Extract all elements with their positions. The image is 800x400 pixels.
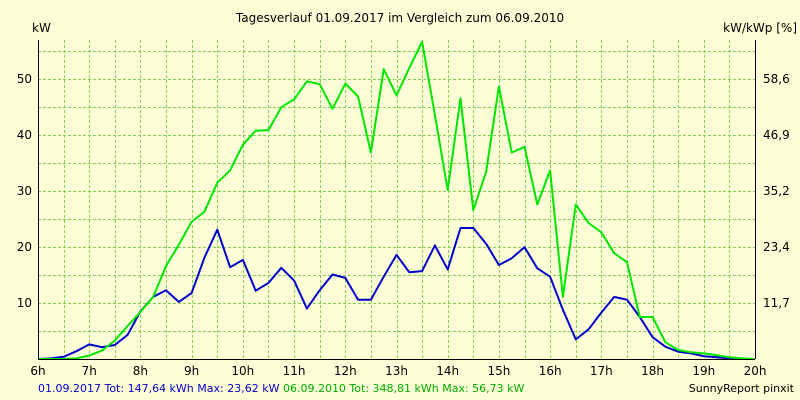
x-tick-label: 7h: [82, 364, 97, 378]
x-tick-label: 19h: [692, 364, 715, 378]
y2-tick-label: 58,6: [763, 72, 790, 86]
summary-2010: 06.09.2010 Tot: 348,81 kWh Max: 56,73 kW: [282, 382, 525, 395]
x-tick-label: 17h: [590, 364, 613, 378]
gridlines: [38, 40, 756, 359]
x-tick-label: 15h: [487, 364, 510, 378]
series-lines: [37, 40, 756, 360]
credit-label: SunnyReport pinxit: [688, 382, 794, 395]
y2-axis-ticks: 11,7 23,4 35,2 46,9 58,6: [763, 72, 790, 310]
y2-tick-label: 46,9: [763, 128, 790, 142]
x-tick-label: 12h: [334, 364, 357, 378]
series-line-2017: [37, 227, 755, 360]
y-tick-label: 10: [17, 296, 32, 310]
y-tick-label: 20: [17, 240, 32, 254]
y-axis-ticks: 10 20 30 40 50: [17, 72, 32, 310]
x-tick-label: 10h: [231, 364, 254, 378]
series-line-2010: [38, 40, 756, 360]
x-tick-label: 13h: [385, 364, 408, 378]
x-tick-label: 16h: [539, 364, 562, 378]
x-tick-label: 18h: [641, 364, 664, 378]
y2-tick-label: 11,7: [763, 296, 790, 310]
y2-tick-label: 23,4: [763, 240, 790, 254]
x-axis-ticks: 6h 7h 8h 9h 10h 11h 12h 13h 14h 15h 16h 17h 18h 19h 20…: [30, 364, 766, 378]
x-tick-label: 8h: [133, 364, 148, 378]
x-tick-label: 11h: [283, 364, 306, 378]
y2-tick-label: 35,2: [763, 184, 790, 198]
x-tick-label: 6h: [30, 364, 45, 378]
x-tick-label: 9h: [184, 364, 199, 378]
footer-summary: 01.09.2017 Tot: 147,64 kWh Max: 23,62 kW…: [38, 382, 524, 395]
chart-title: Tagesverlauf 01.09.2017 im Vergleich zum…: [235, 11, 564, 25]
x-tick-label: 20h: [744, 364, 767, 378]
y-tick-label: 30: [17, 184, 32, 198]
y-tick-label: 50: [17, 72, 32, 86]
y-tick-label: 40: [17, 128, 32, 142]
summary-2017: 01.09.2017 Tot: 147,64 kWh Max: 23,62 kW: [38, 382, 280, 395]
y-axis-label: kW: [32, 21, 51, 35]
plot-frame: [38, 40, 756, 360]
y2-axis-label: kW/kWp [%]: [723, 21, 797, 35]
x-tick-label: 14h: [436, 364, 459, 378]
